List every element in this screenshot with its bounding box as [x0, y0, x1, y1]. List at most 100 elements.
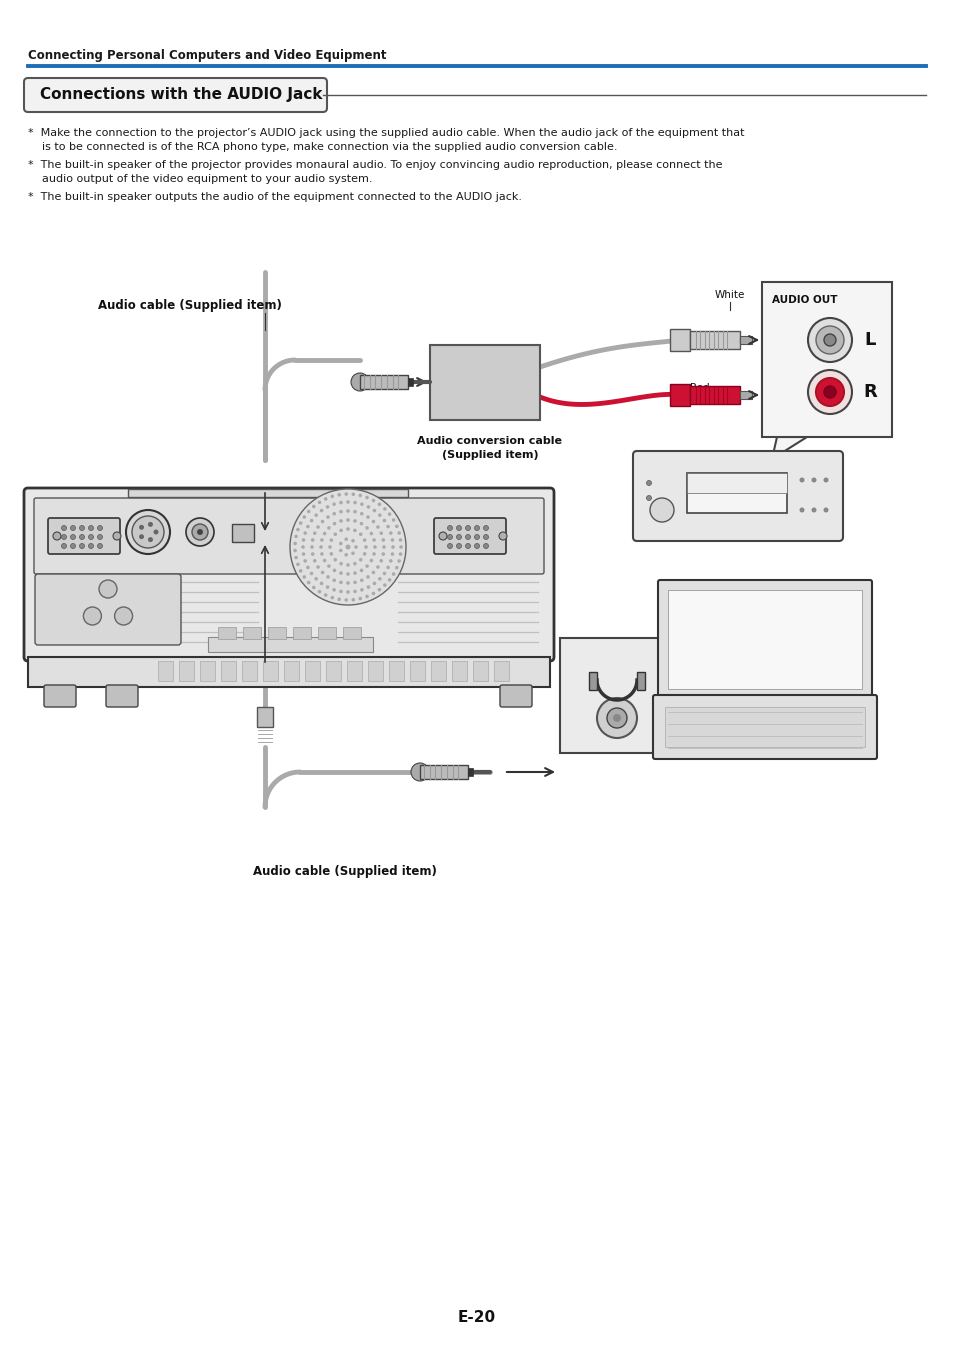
- Circle shape: [392, 518, 395, 522]
- Bar: [242, 661, 256, 681]
- Circle shape: [311, 538, 314, 542]
- Circle shape: [126, 510, 170, 554]
- Circle shape: [53, 532, 61, 541]
- Circle shape: [372, 553, 375, 555]
- Circle shape: [823, 386, 835, 398]
- Bar: [473, 661, 488, 681]
- Circle shape: [811, 507, 816, 512]
- Circle shape: [483, 526, 488, 531]
- Circle shape: [369, 531, 373, 535]
- Circle shape: [79, 543, 85, 549]
- Circle shape: [396, 559, 400, 563]
- Circle shape: [456, 535, 461, 539]
- Bar: [200, 661, 214, 681]
- Bar: [431, 661, 446, 681]
- Circle shape: [290, 489, 406, 605]
- Circle shape: [324, 497, 327, 500]
- Circle shape: [325, 506, 329, 508]
- Circle shape: [346, 572, 350, 576]
- FancyBboxPatch shape: [658, 580, 871, 700]
- Circle shape: [344, 553, 348, 557]
- Bar: [468, 768, 473, 776]
- Circle shape: [373, 508, 375, 512]
- Bar: [637, 673, 644, 690]
- Circle shape: [295, 562, 299, 566]
- Circle shape: [807, 369, 851, 414]
- Circle shape: [359, 522, 363, 526]
- Circle shape: [649, 497, 673, 522]
- Circle shape: [320, 570, 324, 574]
- Bar: [669, 329, 689, 350]
- Circle shape: [307, 581, 310, 584]
- Circle shape: [339, 589, 342, 593]
- Text: Connections with the AUDIO Jack: Connections with the AUDIO Jack: [40, 88, 322, 102]
- Text: L: L: [863, 332, 875, 349]
- Circle shape: [354, 545, 357, 549]
- Bar: [232, 524, 253, 542]
- Circle shape: [99, 580, 117, 599]
- Circle shape: [362, 538, 366, 542]
- Bar: [430, 345, 539, 421]
- Circle shape: [320, 553, 323, 555]
- Circle shape: [359, 569, 363, 572]
- Circle shape: [319, 508, 323, 512]
- Circle shape: [823, 334, 835, 346]
- Circle shape: [447, 543, 452, 549]
- Circle shape: [372, 520, 375, 523]
- Circle shape: [353, 589, 356, 593]
- Text: (Supplied item): (Supplied item): [441, 450, 537, 460]
- Bar: [256, 706, 273, 727]
- Circle shape: [379, 559, 383, 562]
- Circle shape: [474, 543, 479, 549]
- Circle shape: [293, 542, 296, 545]
- Circle shape: [334, 558, 336, 562]
- Bar: [128, 489, 408, 497]
- Circle shape: [465, 535, 470, 539]
- Text: 1    3   5:30: 1 3 5:30: [713, 499, 760, 507]
- Polygon shape: [771, 437, 806, 460]
- Circle shape: [346, 500, 350, 504]
- Circle shape: [332, 588, 335, 592]
- Circle shape: [317, 500, 321, 504]
- Circle shape: [310, 519, 314, 522]
- Circle shape: [319, 581, 323, 585]
- Bar: [347, 661, 361, 681]
- Circle shape: [303, 531, 307, 535]
- Circle shape: [337, 493, 340, 496]
- Circle shape: [148, 537, 152, 542]
- Circle shape: [294, 535, 297, 538]
- Circle shape: [295, 528, 299, 531]
- Text: Audio cable (Supplied item): Audio cable (Supplied item): [253, 865, 436, 879]
- Circle shape: [97, 526, 102, 531]
- Circle shape: [329, 538, 333, 542]
- Circle shape: [398, 538, 402, 542]
- Circle shape: [319, 545, 322, 549]
- Circle shape: [313, 559, 316, 562]
- Circle shape: [359, 578, 363, 582]
- Bar: [389, 661, 403, 681]
- Bar: [408, 377, 413, 386]
- Text: Red: Red: [689, 383, 709, 394]
- Circle shape: [438, 532, 447, 541]
- Circle shape: [132, 516, 164, 549]
- Circle shape: [326, 515, 330, 519]
- Circle shape: [365, 594, 369, 599]
- Circle shape: [483, 543, 488, 549]
- Circle shape: [186, 518, 213, 546]
- Circle shape: [646, 496, 651, 500]
- Circle shape: [353, 500, 356, 504]
- Circle shape: [332, 578, 335, 582]
- Circle shape: [351, 599, 355, 601]
- Circle shape: [372, 499, 375, 503]
- Circle shape: [353, 510, 356, 514]
- Bar: [343, 627, 360, 639]
- Bar: [305, 661, 319, 681]
- Bar: [686, 473, 786, 514]
- Circle shape: [369, 558, 373, 562]
- Circle shape: [301, 553, 305, 555]
- FancyBboxPatch shape: [35, 574, 181, 644]
- Circle shape: [324, 593, 327, 597]
- Circle shape: [381, 553, 385, 555]
- Bar: [359, 375, 408, 390]
- Bar: [419, 766, 468, 779]
